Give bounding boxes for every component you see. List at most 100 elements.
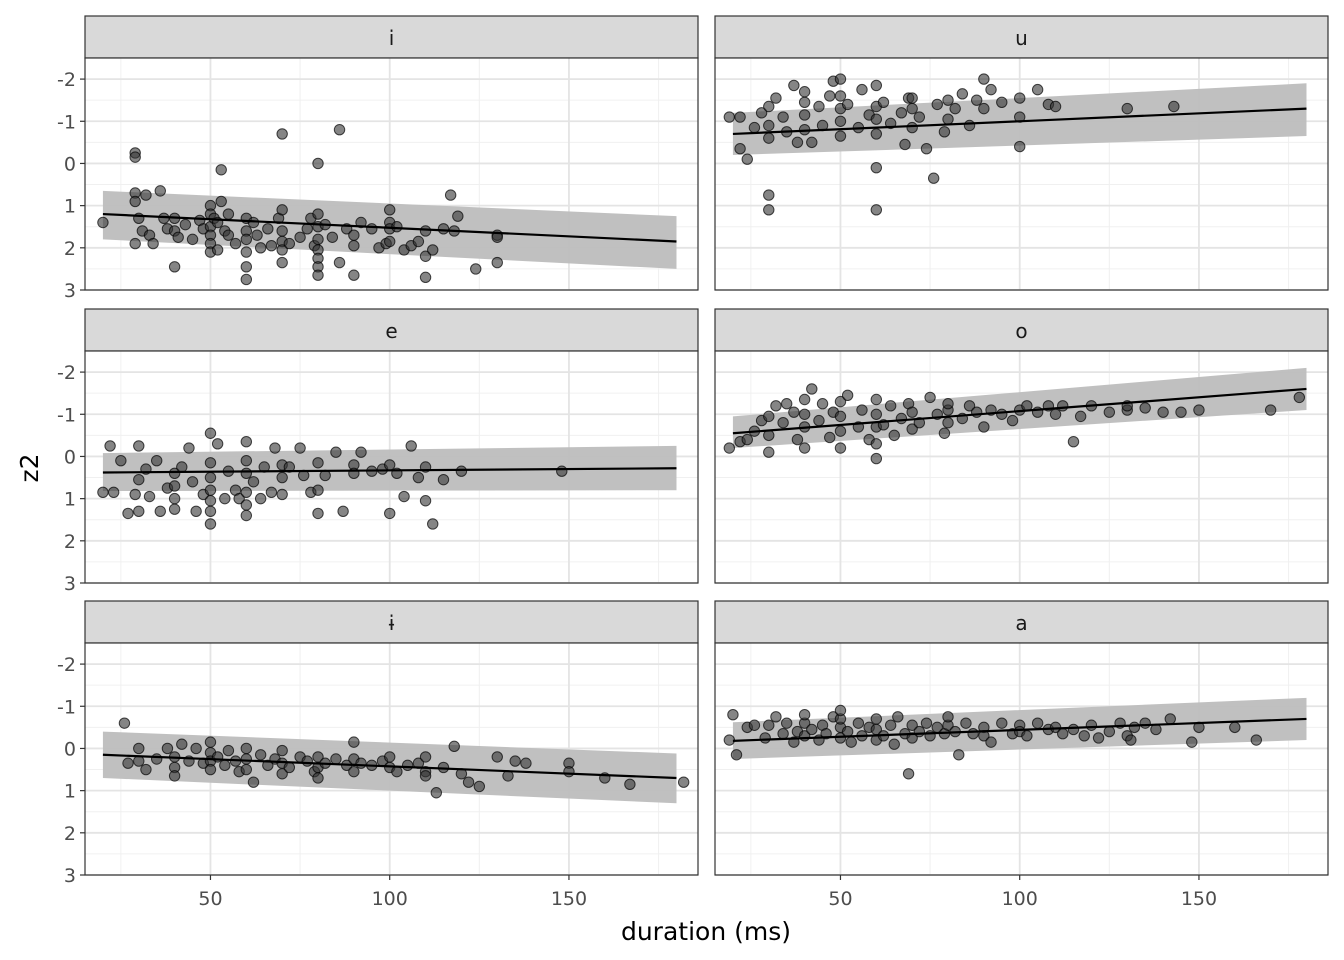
data-point	[312, 507, 324, 520]
data-point	[176, 461, 188, 473]
data-point	[913, 725, 926, 738]
data-point	[798, 709, 811, 721]
data-point	[391, 765, 403, 778]
data-point	[563, 765, 575, 778]
data-point	[1168, 100, 1180, 113]
data-point	[949, 102, 961, 115]
data-point	[888, 738, 900, 750]
data-point	[133, 742, 145, 755]
data-point	[419, 225, 432, 237]
data-point	[798, 408, 811, 420]
data-point	[1014, 140, 1026, 153]
data-point	[150, 454, 163, 467]
data-point	[1250, 734, 1263, 746]
data-point	[104, 440, 116, 452]
data-point	[330, 446, 342, 458]
data-point	[870, 113, 883, 125]
data-point	[222, 208, 235, 220]
data-point	[265, 486, 278, 499]
data-point	[677, 776, 690, 788]
panel-border	[84, 57, 699, 291]
data-point	[115, 454, 127, 467]
data-point	[763, 189, 775, 201]
data-point	[276, 768, 288, 780]
data-point	[204, 495, 217, 507]
facet-strip-label: a	[1015, 611, 1027, 635]
data-point	[985, 736, 997, 748]
data-point	[834, 410, 847, 423]
data-point	[845, 736, 857, 748]
data-point	[870, 713, 883, 725]
data-point	[222, 229, 235, 241]
data-point	[996, 717, 1008, 729]
data-point	[1157, 406, 1169, 418]
data-point	[129, 488, 141, 501]
data-point	[791, 136, 804, 149]
panel-border	[714, 350, 1329, 584]
data-point	[777, 417, 789, 429]
data-point	[348, 736, 360, 748]
data-point	[294, 442, 306, 454]
data-point	[276, 471, 288, 484]
data-point	[122, 507, 134, 520]
panel-border	[84, 350, 699, 584]
data-point	[168, 492, 181, 505]
data-point	[1031, 83, 1044, 96]
data-point	[1067, 435, 1080, 448]
data-point	[204, 505, 217, 517]
data-point	[906, 406, 918, 418]
y-tick-label: 0	[64, 446, 76, 468]
data-point	[462, 776, 475, 788]
data-point	[824, 431, 836, 444]
facet-strip-label: o	[1015, 319, 1027, 343]
data-point	[920, 142, 933, 155]
data-point	[1085, 719, 1098, 731]
data-point	[215, 195, 227, 208]
data-point	[763, 719, 775, 731]
facet-strip-label: ɨ	[389, 611, 395, 635]
panel-border	[714, 642, 1329, 876]
y-tick-label: -1	[57, 404, 76, 426]
data-point	[204, 736, 217, 748]
data-point	[337, 505, 349, 517]
data-point	[301, 755, 313, 767]
data-point	[727, 709, 739, 721]
data-point	[437, 473, 450, 486]
data-point	[906, 121, 918, 134]
data-point	[1229, 721, 1241, 734]
y-tick-label: 0	[64, 738, 76, 760]
data-point	[147, 237, 159, 250]
data-point	[813, 100, 825, 113]
data-point	[1021, 730, 1033, 742]
data-point	[186, 476, 199, 488]
data-point	[384, 751, 396, 763]
data-point	[834, 73, 847, 85]
data-point	[906, 423, 918, 435]
data-point	[276, 244, 288, 256]
data-point	[1031, 717, 1044, 729]
data-point	[233, 492, 245, 505]
facet-strip-label: i	[389, 26, 395, 50]
data-point	[556, 465, 568, 477]
data-point	[229, 237, 242, 250]
data-point	[1057, 400, 1069, 412]
x-tick-label: 100	[372, 888, 408, 910]
x-tick-label: 150	[1181, 888, 1217, 910]
data-point	[129, 195, 141, 208]
data-point	[384, 204, 396, 216]
data-point	[938, 126, 951, 138]
data-point	[452, 210, 464, 222]
data-point	[730, 749, 743, 761]
data-point	[996, 408, 1008, 420]
data-point	[143, 490, 156, 503]
data-point	[276, 256, 288, 269]
data-point	[931, 98, 943, 111]
data-point	[133, 473, 145, 486]
data-point	[834, 90, 847, 102]
data-point	[870, 128, 883, 140]
data-point	[1128, 721, 1141, 734]
data-point	[741, 433, 753, 446]
data-point	[906, 92, 918, 104]
data-point	[204, 457, 217, 469]
data-point	[870, 393, 883, 406]
